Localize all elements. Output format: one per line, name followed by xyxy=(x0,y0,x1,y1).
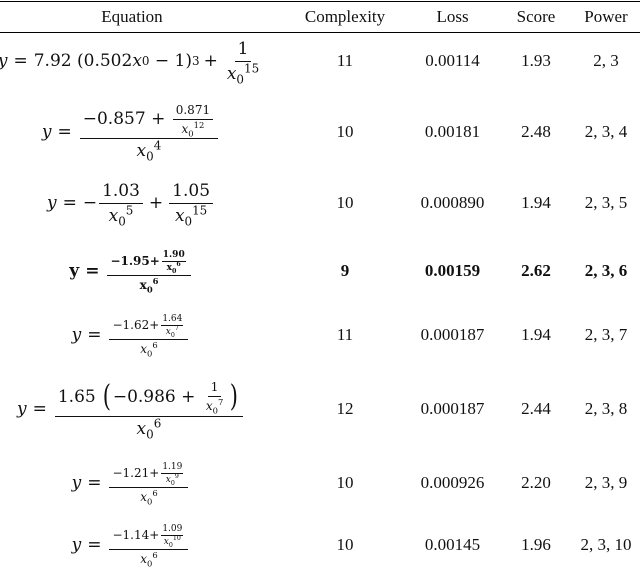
loss-cell: 0.000187 xyxy=(420,399,485,418)
loss-cell: 0.00145 xyxy=(424,535,481,554)
header-rule xyxy=(0,32,640,33)
top-rule xyxy=(0,1,640,3)
power-cell: 2, 3 xyxy=(593,51,619,70)
header-power: Power xyxy=(584,7,628,26)
power-cell: 2, 3, 10 xyxy=(580,535,632,554)
equation: y = −1.21+ 1.19 x09 x06 xyxy=(72,462,191,506)
complexity-cell: 12 xyxy=(336,399,354,418)
equation-cell: y = −1.95+ 1.90 x06 x06 xyxy=(0,246,262,296)
score-cell: 1.93 xyxy=(521,51,551,70)
power-cell: 2, 3, 6 xyxy=(584,261,628,280)
equation-cell: y = −0.857 + 0.871 x012 x04 xyxy=(0,100,262,164)
score-cell: 2.48 xyxy=(521,122,551,141)
complexity-cell: 10 xyxy=(336,473,354,492)
equation: y = −1.62+ 1.64 x07 x06 xyxy=(72,314,191,358)
equation-cell: y = −1.62+ 1.64 x07 x06 xyxy=(0,310,262,360)
equation: y = −1.14+ 1.09 x010 x06 xyxy=(72,524,191,568)
equation: y = − 1.03 x05 + 1.05 x015 xyxy=(47,181,215,227)
loss-cell: 0.00181 xyxy=(424,122,481,141)
header-score: Score xyxy=(516,7,556,26)
score-cell: 1.94 xyxy=(521,325,551,344)
header-loss: Loss xyxy=(436,7,469,26)
equation: y = 1.65 (−0.986 + 1 x07) x06 xyxy=(17,379,245,440)
table-row: y = −1.21+ 1.19 x09 x06 10 0.000926 2.20 2,… xyxy=(0,458,640,508)
equation-cell: y = −1.14+ 1.09 x010 x06 xyxy=(0,520,262,570)
loss-cell: 0.000926 xyxy=(420,473,485,492)
power-cell: 2, 3, 8 xyxy=(584,399,628,418)
table-row: y = −1.14+ 1.09 x010 x06 10 0.00145 1.96 2,… xyxy=(0,520,640,570)
score-cell: 1.94 xyxy=(521,193,551,212)
loss-cell: 0.00114 xyxy=(425,51,480,70)
loss-cell: 0.000187 xyxy=(420,325,485,344)
complexity-cell: 10 xyxy=(336,122,354,141)
complexity-cell: 11 xyxy=(336,325,354,344)
equation: y = −1.95+ 1.90 x06 x06 xyxy=(69,250,192,294)
table-row-highlight: y = −1.95+ 1.90 x06 x06 9 0.00159 2.62 2, 3… xyxy=(0,246,640,296)
table-row: y = − 1.03 x05 + 1.05 x015 10 0.000890 1.94… xyxy=(0,175,640,231)
equation-cell: y = −1.21+ 1.19 x09 x06 xyxy=(0,458,262,508)
equation-cell: y = 1.65 (−0.986 + 1 x07) x06 xyxy=(0,370,262,448)
complexity-cell: 9 xyxy=(340,261,350,280)
loss-cell: 0.000890 xyxy=(420,193,485,212)
equation: y = −0.857 + 0.871 x012 x04 xyxy=(42,103,220,162)
power-cell: 2, 3, 5 xyxy=(584,193,628,212)
table-row: y = −0.857 + 0.871 x012 x04 10 0.00181 2.4… xyxy=(0,100,640,164)
equation-cell: y = − 1.03 x05 + 1.05 x015 xyxy=(0,175,262,231)
header-complexity: Complexity xyxy=(304,7,386,26)
score-cell: 2.20 xyxy=(521,473,551,492)
loss-cell: 0.00159 xyxy=(424,261,481,280)
complexity-cell: 11 xyxy=(336,51,354,70)
power-cell: 2, 3, 7 xyxy=(584,325,628,344)
power-cell: 2, 3, 9 xyxy=(584,473,628,492)
score-cell: 2.44 xyxy=(521,399,551,418)
score-cell: 2.62 xyxy=(521,261,551,280)
table-row: y = −1.62+ 1.64 x07 x06 11 0.000187 1.94 2,… xyxy=(0,310,640,360)
score-cell: 1.96 xyxy=(521,535,551,554)
table-row: y = 1.65 (−0.986 + 1 x07) x06 12 0.000187 … xyxy=(0,370,640,448)
complexity-cell: 10 xyxy=(336,193,354,212)
complexity-cell: 10 xyxy=(336,535,354,554)
power-cell: 2, 3, 4 xyxy=(584,122,628,141)
header-equation: Equation xyxy=(101,7,163,26)
